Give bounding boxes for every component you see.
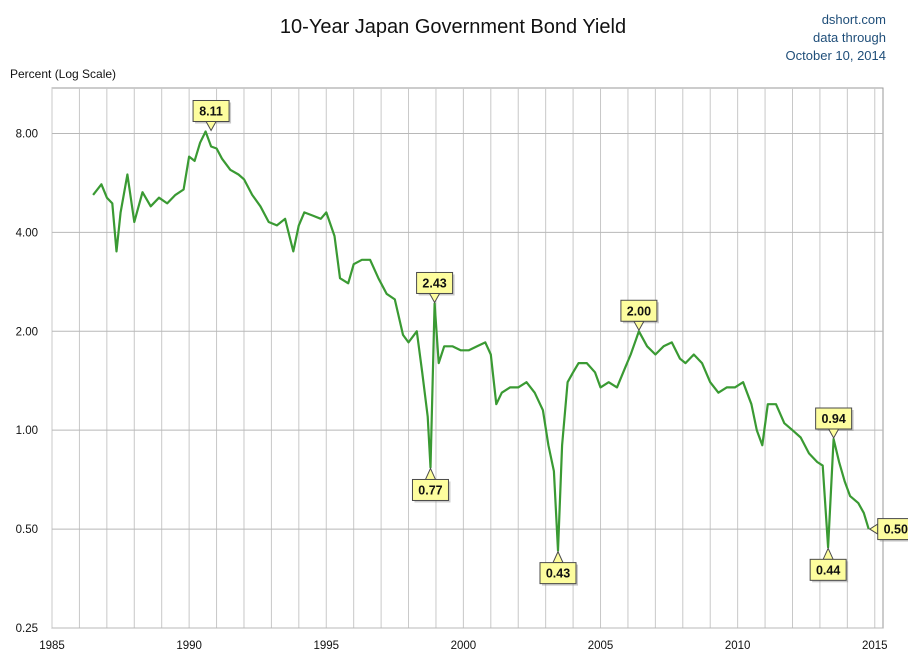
callout-label: 2.00	[627, 304, 651, 318]
callout-box	[809, 558, 847, 581]
x-tick-label: 2005	[588, 640, 614, 652]
x-tick-label: 2015	[862, 640, 888, 652]
callout-label: 0.44	[816, 563, 840, 577]
x-tick-label: 1990	[176, 640, 202, 652]
x-tick-label: 2010	[725, 640, 751, 652]
callout-box	[877, 518, 908, 541]
source-line-1: dshort.com	[822, 12, 886, 27]
chart-title: 10-Year Japan Government Bond Yield	[280, 16, 626, 38]
source-line-3: October 10, 2014	[786, 48, 886, 63]
callout-label: 0.43	[546, 567, 570, 581]
x-tick-label: 1995	[313, 640, 339, 652]
source-line-2: data through	[813, 30, 886, 45]
x-tick-label: 2000	[451, 640, 477, 652]
callout-box	[815, 407, 853, 430]
callout-box	[411, 478, 449, 501]
yield-series-line	[92, 130, 870, 552]
callout-box	[416, 271, 454, 294]
callout-box	[192, 99, 230, 122]
y-tick-label: 4.00	[16, 227, 38, 239]
callout-label: 0.94	[821, 412, 845, 426]
callout-label: 0.77	[418, 483, 442, 497]
y-tick-label: 0.25	[16, 623, 38, 635]
plot-frame	[51, 87, 884, 629]
callout-label: 0.50	[884, 523, 908, 537]
x-tick-label: 1985	[39, 640, 65, 652]
y-axis-label: Percent (Log Scale)	[10, 67, 116, 81]
y-tick-label: 0.50	[16, 524, 38, 536]
y-tick-label: 1.00	[16, 425, 38, 437]
y-tick-label: 2.00	[16, 326, 38, 338]
callout-box	[620, 299, 658, 322]
callout-label: 2.43	[422, 276, 446, 290]
y-tick-label: 8.00	[16, 128, 38, 140]
callout-label: 8.11	[199, 104, 223, 118]
callout-box	[539, 562, 577, 585]
plot-area: 0.25 0.50 1.00 2.00 4.00 8.00 1985 1990 1995 2000…	[16, 87, 908, 652]
